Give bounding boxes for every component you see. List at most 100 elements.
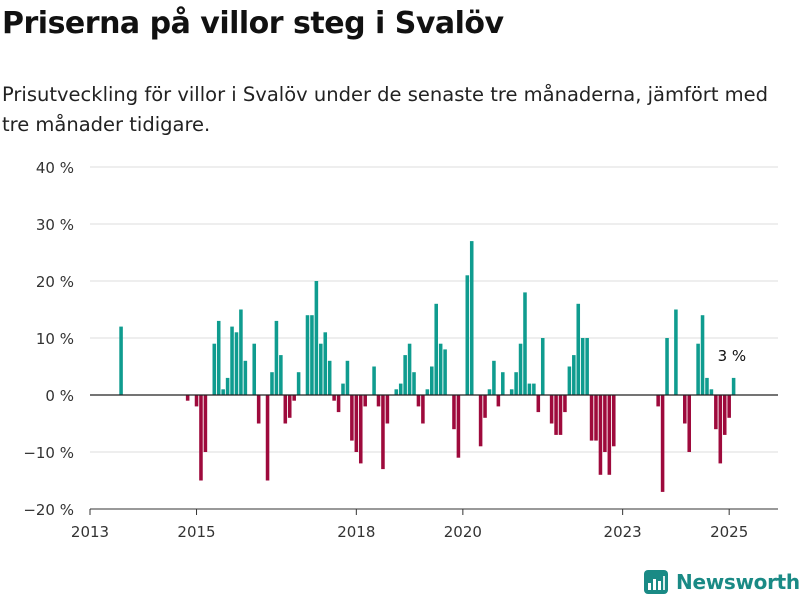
bar-negative[interactable] — [718, 395, 723, 464]
bar-negative[interactable] — [185, 395, 190, 401]
bar-negative[interactable] — [563, 395, 567, 413]
bar-positive[interactable] — [567, 366, 572, 396]
bar-positive[interactable] — [469, 241, 474, 395]
bar-positive[interactable] — [119, 326, 123, 395]
bar-negative[interactable] — [722, 395, 727, 435]
bar-positive[interactable] — [310, 315, 314, 395]
bar-positive[interactable] — [492, 360, 496, 395]
bar-positive[interactable] — [216, 320, 221, 395]
bar-positive[interactable] — [398, 383, 403, 395]
bar-positive[interactable] — [430, 366, 434, 396]
bar-positive[interactable] — [230, 326, 234, 395]
bar-positive[interactable] — [487, 389, 492, 395]
bar-positive[interactable] — [407, 343, 412, 395]
bar-positive[interactable] — [705, 377, 709, 395]
bar-positive[interactable] — [540, 338, 545, 395]
bar-positive[interactable] — [434, 303, 438, 395]
bar-negative[interactable] — [385, 395, 390, 424]
bar-negative[interactable] — [483, 395, 487, 418]
bar-positive[interactable] — [314, 281, 319, 395]
bar-negative[interactable] — [714, 395, 718, 430]
bar-positive[interactable] — [221, 389, 225, 395]
bar-negative[interactable] — [332, 395, 336, 401]
bar-positive[interactable] — [572, 355, 576, 395]
bar-negative[interactable] — [549, 395, 554, 424]
bar-positive[interactable] — [580, 338, 585, 395]
bar-positive[interactable] — [372, 366, 376, 396]
bar-negative[interactable] — [456, 395, 461, 458]
bar-positive[interactable] — [696, 343, 700, 395]
bar-negative[interactable] — [283, 395, 288, 424]
bar-positive[interactable] — [212, 343, 217, 395]
bar-positive[interactable] — [518, 343, 523, 395]
bar-negative[interactable] — [376, 395, 381, 407]
bar-negative[interactable] — [727, 395, 731, 418]
bar-negative[interactable] — [381, 395, 385, 470]
bar-positive[interactable] — [394, 389, 399, 395]
bar-positive[interactable] — [341, 383, 345, 395]
bar-negative[interactable] — [194, 395, 199, 407]
bar-positive[interactable] — [665, 338, 669, 395]
bar-positive[interactable] — [323, 332, 328, 395]
bar-positive[interactable] — [412, 372, 416, 395]
bar-negative[interactable] — [656, 395, 660, 407]
bar-positive[interactable] — [319, 343, 323, 395]
bar-negative[interactable] — [421, 395, 425, 424]
bar-negative[interactable] — [603, 395, 607, 452]
bar-positive[interactable] — [709, 389, 714, 395]
bar-positive[interactable] — [345, 360, 350, 395]
bar-negative[interactable] — [358, 395, 363, 464]
bar-negative[interactable] — [598, 395, 603, 475]
bar-negative[interactable] — [363, 395, 367, 407]
bar-positive[interactable] — [532, 383, 536, 395]
bar-positive[interactable] — [514, 372, 518, 395]
bar-positive[interactable] — [239, 309, 243, 396]
bar-positive[interactable] — [252, 343, 257, 395]
bar-positive[interactable] — [731, 377, 736, 395]
bar-negative[interactable] — [292, 395, 296, 401]
bar-positive[interactable] — [296, 372, 301, 395]
bar-positive[interactable] — [501, 372, 505, 395]
bar-positive[interactable] — [674, 309, 678, 396]
bar-positive[interactable] — [243, 360, 248, 395]
bar-negative[interactable] — [336, 395, 341, 413]
bar-positive[interactable] — [527, 383, 532, 395]
bar-positive[interactable] — [425, 389, 430, 395]
bar-positive[interactable] — [305, 315, 310, 395]
bar-negative[interactable] — [354, 395, 359, 452]
bar-negative[interactable] — [683, 395, 687, 424]
bar-positive[interactable] — [576, 303, 581, 395]
bar-negative[interactable] — [287, 395, 292, 418]
bar-positive[interactable] — [509, 389, 514, 395]
bar-negative[interactable] — [687, 395, 692, 452]
bar-positive[interactable] — [438, 343, 443, 395]
bar-negative[interactable] — [536, 395, 541, 413]
bar-positive[interactable] — [585, 338, 589, 395]
bar-negative[interactable] — [256, 395, 261, 424]
bar-negative[interactable] — [611, 395, 616, 447]
bar-negative[interactable] — [607, 395, 612, 475]
bar-negative[interactable] — [203, 395, 208, 452]
bar-negative[interactable] — [350, 395, 354, 441]
bar-negative[interactable] — [589, 395, 594, 441]
bar-positive[interactable] — [225, 377, 230, 395]
newsworthy-logo[interactable]: Newsworthy — [644, 570, 800, 594]
bar-negative[interactable] — [452, 395, 456, 430]
bar-positive[interactable] — [443, 349, 447, 395]
bar-negative[interactable] — [554, 395, 558, 435]
bar-positive[interactable] — [403, 355, 407, 395]
bar-positive[interactable] — [270, 372, 274, 395]
bar-positive[interactable] — [523, 292, 527, 395]
bar-negative[interactable] — [558, 395, 563, 435]
bar-positive[interactable] — [327, 360, 332, 395]
bar-positive[interactable] — [274, 320, 279, 395]
bar-negative[interactable] — [265, 395, 270, 481]
bar-negative[interactable] — [496, 395, 501, 407]
bar-negative[interactable] — [660, 395, 665, 492]
bar-negative[interactable] — [199, 395, 203, 481]
bar-positive[interactable] — [279, 355, 283, 395]
bar-negative[interactable] — [478, 395, 483, 447]
bar-positive[interactable] — [234, 332, 239, 395]
bar-negative[interactable] — [416, 395, 421, 407]
bar-negative[interactable] — [594, 395, 598, 441]
